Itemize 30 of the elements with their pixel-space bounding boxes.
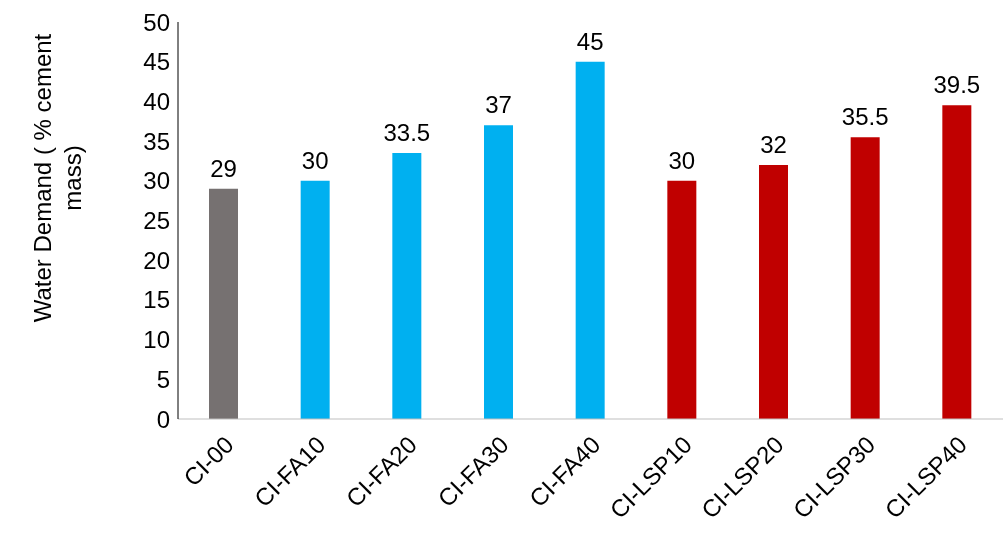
y-tick-label: 10 bbox=[143, 326, 170, 354]
bar bbox=[667, 180, 697, 419]
bar bbox=[759, 164, 788, 419]
bar bbox=[300, 180, 330, 419]
y-tick-label: 25 bbox=[143, 207, 170, 235]
y-tick-label: 30 bbox=[143, 167, 170, 195]
y-tick-label: 40 bbox=[143, 87, 170, 115]
data-label: 39.5 bbox=[933, 71, 981, 99]
bar bbox=[209, 188, 238, 419]
y-tick-label: 45 bbox=[143, 48, 170, 76]
y-tick-label: 15 bbox=[143, 286, 170, 314]
data-label: 30 bbox=[301, 146, 329, 174]
y-tick-label: 50 bbox=[143, 8, 170, 36]
data-label: 35.5 bbox=[841, 103, 889, 131]
y-tick-label: 5 bbox=[156, 365, 170, 393]
y-tick-label: 20 bbox=[143, 246, 170, 274]
data-label: 37 bbox=[485, 91, 512, 119]
bar bbox=[484, 125, 513, 419]
y-tick-label: 35 bbox=[143, 127, 170, 155]
bar bbox=[392, 153, 422, 419]
bar bbox=[575, 61, 605, 419]
bar bbox=[850, 137, 880, 419]
data-label: 30 bbox=[668, 146, 696, 174]
data-label: 33.5 bbox=[383, 119, 431, 147]
data-label: 45 bbox=[576, 27, 604, 55]
data-label: 29 bbox=[210, 154, 237, 182]
y-axis-title: Water Demand ( % cement mass) bbox=[28, 32, 87, 325]
y-tick-label: 0 bbox=[156, 405, 170, 433]
data-label: 32 bbox=[760, 130, 787, 158]
bar bbox=[942, 105, 972, 419]
